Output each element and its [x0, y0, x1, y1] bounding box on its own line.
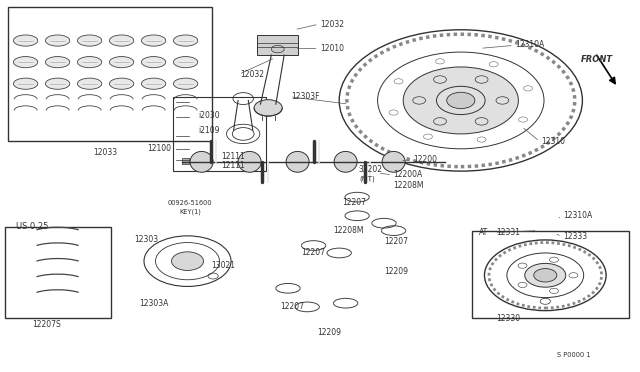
Ellipse shape	[13, 57, 38, 68]
Ellipse shape	[45, 57, 70, 68]
Text: i2109: i2109	[198, 126, 220, 135]
Ellipse shape	[13, 78, 38, 89]
Text: (MT): (MT)	[360, 175, 376, 182]
Text: 12111: 12111	[221, 152, 244, 161]
Bar	[8, 7, 212, 141]
Ellipse shape	[77, 35, 102, 46]
Ellipse shape	[286, 151, 309, 172]
Text: 12032: 12032	[240, 70, 264, 79]
Circle shape	[172, 252, 204, 270]
Ellipse shape	[238, 151, 261, 172]
Ellipse shape	[141, 57, 166, 68]
Ellipse shape	[77, 57, 102, 68]
Text: 12310A: 12310A	[515, 40, 545, 49]
Circle shape	[403, 67, 518, 134]
Ellipse shape	[13, 35, 38, 46]
Text: 32202: 32202	[358, 165, 383, 174]
Circle shape	[254, 100, 282, 116]
Text: 12032: 12032	[320, 20, 344, 29]
Bar	[472, 231, 629, 318]
Text: 12200: 12200	[413, 155, 437, 164]
Text: 00926-51600: 00926-51600	[168, 200, 212, 206]
Bar	[182, 158, 189, 164]
Bar	[173, 97, 266, 171]
Circle shape	[525, 263, 566, 287]
Ellipse shape	[382, 151, 405, 172]
Text: 12100: 12100	[147, 144, 172, 153]
Text: S P0000 1: S P0000 1	[557, 352, 590, 358]
Text: 12207: 12207	[384, 237, 408, 246]
Text: i2030: i2030	[198, 111, 220, 120]
Text: 12303A: 12303A	[140, 299, 169, 308]
Text: 12303F: 12303F	[291, 92, 320, 101]
Text: 12111: 12111	[221, 161, 244, 170]
Text: AT: AT	[479, 228, 488, 237]
Text: 12200A: 12200A	[394, 170, 423, 179]
Ellipse shape	[45, 78, 70, 89]
Ellipse shape	[77, 78, 102, 89]
Bar	[257, 35, 298, 55]
Ellipse shape	[173, 57, 198, 68]
Ellipse shape	[334, 151, 357, 172]
Text: 12310A: 12310A	[563, 211, 593, 220]
Ellipse shape	[109, 57, 134, 68]
Bar	[5, 227, 111, 318]
Circle shape	[271, 45, 284, 53]
Text: 12310: 12310	[541, 137, 564, 146]
Text: 12207: 12207	[280, 302, 305, 311]
Text: 12209: 12209	[317, 328, 342, 337]
Text: 12209: 12209	[384, 267, 408, 276]
Text: 12010: 12010	[320, 44, 344, 53]
Text: FRONT: FRONT	[581, 55, 613, 64]
Ellipse shape	[109, 78, 134, 89]
Text: 12207: 12207	[342, 198, 367, 207]
Ellipse shape	[45, 35, 70, 46]
Text: 12333: 12333	[563, 232, 588, 241]
Text: 12330: 12330	[496, 314, 520, 323]
Circle shape	[534, 269, 557, 282]
Text: 12207: 12207	[301, 248, 324, 257]
Text: 12208M: 12208M	[333, 226, 364, 235]
Text: 12331: 12331	[496, 228, 520, 237]
Text: 12207S: 12207S	[32, 320, 60, 329]
Circle shape	[447, 92, 475, 109]
Text: 13021: 13021	[211, 262, 236, 270]
Ellipse shape	[173, 35, 198, 46]
Text: 12303: 12303	[134, 235, 159, 244]
Text: 12208M: 12208M	[394, 182, 424, 190]
Ellipse shape	[141, 78, 166, 89]
Text: 12033: 12033	[93, 148, 118, 157]
Text: KEY(1): KEY(1)	[179, 209, 201, 215]
Ellipse shape	[109, 35, 134, 46]
Ellipse shape	[190, 151, 213, 172]
Ellipse shape	[173, 78, 198, 89]
Text: US 0.25: US 0.25	[16, 222, 49, 231]
Ellipse shape	[141, 35, 166, 46]
